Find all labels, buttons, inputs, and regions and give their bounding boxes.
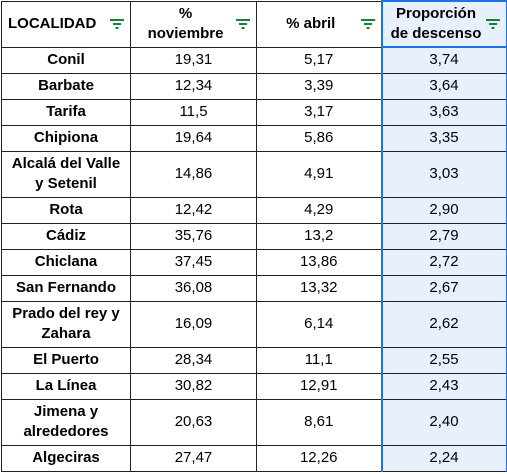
cell-localidad[interactable]: San Fernando (1, 274, 131, 302)
header-proporcion[interactable]: Proporción de descenso (380, 0, 507, 48)
table-row: La Línea 30,82 12,91 2,43 (1, 372, 507, 400)
cell-abril[interactable]: 13,32 (256, 274, 382, 302)
cell-noviembre[interactable]: 14,86 (130, 150, 257, 198)
cell-localidad[interactable]: Chipiona (1, 124, 131, 152)
cell-noviembre[interactable]: 12,42 (130, 196, 257, 224)
header-label: LOCALIDAD (8, 15, 97, 32)
table-row: El Puerto 28,34 11,1 2,55 (1, 346, 507, 374)
cell-abril[interactable]: 11,1 (256, 346, 382, 374)
cell-localidad[interactable]: Algeciras (1, 444, 131, 472)
cell-noviembre[interactable]: 20,63 (130, 398, 257, 446)
table-row: Barbate 12,34 3,39 3,64 (1, 72, 507, 100)
cell-noviembre[interactable]: 35,76 (130, 222, 257, 250)
cell-abril[interactable]: 12,26 (256, 444, 382, 472)
cell-noviembre[interactable]: 19,31 (130, 46, 257, 74)
filter-icon[interactable] (236, 18, 250, 30)
filter-icon[interactable] (110, 18, 124, 30)
cell-localidad[interactable]: Chiclana (1, 248, 131, 276)
table-row: Chipiona 19,64 5,86 3,35 (1, 124, 507, 152)
cell-abril[interactable]: 8,61 (256, 398, 382, 446)
cell-localidad[interactable]: Jimena y alrededores (1, 398, 131, 446)
header-localidad[interactable]: LOCALIDAD (1, 0, 131, 48)
cell-abril[interactable]: 12,91 (256, 372, 382, 400)
cell-abril[interactable]: 5,86 (256, 124, 382, 152)
cell-noviembre[interactable]: 16,09 (130, 300, 257, 348)
cell-noviembre[interactable]: 28,34 (130, 346, 257, 374)
header-row: LOCALIDAD % noviembre (1, 0, 507, 48)
cell-abril[interactable]: 4,91 (256, 150, 382, 198)
table-row: Alcalá del Valle y Setenil 14,86 4,91 3,… (1, 150, 507, 198)
cell-proporcion[interactable]: 3,03 (380, 150, 507, 198)
table-row: Cádiz 35,76 13,2 2,79 (1, 222, 507, 250)
table-row: Algeciras 27,47 12,26 2,24 (1, 444, 507, 472)
cell-abril[interactable]: 6,14 (256, 300, 382, 348)
header-abril[interactable]: % abril (256, 0, 382, 48)
cell-proporcion[interactable]: 2,43 (380, 372, 507, 400)
header-label: Proporción de descenso (390, 5, 482, 42)
cell-proporcion[interactable]: 2,90 (380, 196, 507, 224)
table-row: Prado del rey y Zahara 16,09 6,14 2,62 (1, 300, 507, 348)
cell-noviembre[interactable]: 30,82 (130, 372, 257, 400)
table-row: Conil 19,31 5,17 3,74 (1, 46, 507, 74)
cell-localidad[interactable]: Rota (1, 196, 131, 224)
header-noviembre[interactable]: % noviembre (130, 0, 257, 48)
cell-proporcion[interactable]: 2,55 (380, 346, 507, 374)
cell-localidad[interactable]: El Puerto (1, 346, 131, 374)
cell-abril[interactable]: 3,17 (256, 98, 382, 126)
cell-localidad[interactable]: Barbate (1, 72, 131, 100)
cell-abril[interactable]: 3,39 (256, 72, 382, 100)
cell-localidad[interactable]: Tarifa (1, 98, 131, 126)
header-label: % abril (286, 15, 336, 32)
cell-proporcion[interactable]: 3,64 (380, 72, 507, 100)
cell-noviembre[interactable]: 37,45 (130, 248, 257, 276)
table-row: Chiclana 37,45 13,86 2,72 (1, 248, 507, 276)
table-row: San Fernando 36,08 13,32 2,67 (1, 274, 507, 302)
cell-proporcion[interactable]: 3,74 (380, 46, 507, 74)
cell-localidad[interactable]: Prado del rey y Zahara (1, 300, 131, 348)
cell-proporcion[interactable]: 2,72 (380, 248, 507, 276)
cell-noviembre[interactable]: 27,47 (130, 444, 257, 472)
table-row: Jimena y alrededores 20,63 8,61 2,40 (1, 398, 507, 446)
cell-localidad[interactable]: Cádiz (1, 222, 131, 250)
cell-proporcion[interactable]: 3,63 (380, 98, 507, 126)
cell-proporcion[interactable]: 3,35 (380, 124, 507, 152)
cell-proporcion[interactable]: 2,67 (380, 274, 507, 302)
cell-noviembre[interactable]: 12,34 (130, 72, 257, 100)
cell-noviembre[interactable]: 11,5 (130, 98, 257, 126)
cell-noviembre[interactable]: 36,08 (130, 274, 257, 302)
cell-localidad[interactable]: Conil (1, 46, 131, 74)
table-row: Rota 12,42 4,29 2,90 (1, 196, 507, 224)
cell-proporcion[interactable]: 2,24 (380, 444, 507, 472)
cell-proporcion[interactable]: 2,79 (380, 222, 507, 250)
filter-icon[interactable] (485, 18, 500, 30)
cell-abril[interactable]: 5,17 (256, 46, 382, 74)
cell-abril[interactable]: 13,2 (256, 222, 382, 250)
cell-proporcion[interactable]: 2,40 (380, 398, 507, 446)
cell-abril[interactable]: 13,86 (256, 248, 382, 276)
cell-localidad[interactable]: La Línea (1, 372, 131, 400)
cell-localidad[interactable]: Alcalá del Valle y Setenil (1, 150, 131, 198)
cell-noviembre[interactable]: 19,64 (130, 124, 257, 152)
cell-abril[interactable]: 4,29 (256, 196, 382, 224)
header-label: % noviembre (147, 5, 224, 42)
filter-icon[interactable] (360, 18, 375, 30)
table-row: Tarifa 11,5 3,17 3,63 (1, 98, 507, 126)
cell-proporcion[interactable]: 2,62 (380, 300, 507, 348)
